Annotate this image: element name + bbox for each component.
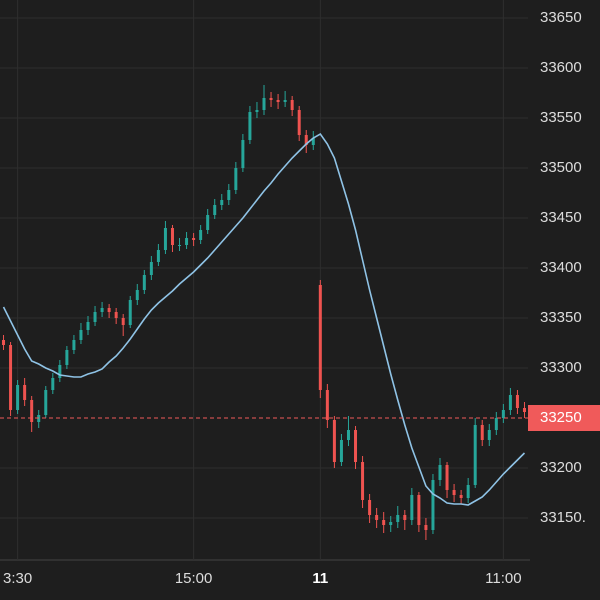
candle-body — [86, 322, 90, 330]
y-tick-label: 33400 — [540, 259, 582, 276]
candle-body — [248, 112, 252, 140]
candle-body — [304, 135, 308, 145]
x-tick-label: 11:00 — [485, 570, 521, 587]
candle-body — [276, 100, 280, 102]
candle-body — [23, 385, 27, 400]
candle-body — [149, 262, 153, 275]
candle-body — [156, 250, 160, 262]
candle-body — [30, 400, 34, 422]
candle-body — [325, 390, 329, 420]
x-tick-label: 15:00 — [175, 570, 213, 587]
candle-body — [452, 490, 456, 495]
candle-body — [51, 378, 55, 390]
y-tick-label: 33150. — [540, 509, 586, 526]
moving-average-line — [2, 132, 526, 506]
candle-body — [382, 520, 386, 525]
candle-body — [163, 228, 167, 250]
candle-body — [501, 410, 505, 418]
candle-body — [100, 308, 104, 312]
candle-body — [255, 110, 259, 112]
candle-body — [227, 190, 231, 200]
candle-body — [438, 465, 442, 480]
y-tick-label: 33200 — [540, 459, 582, 476]
candle-body — [473, 425, 477, 485]
candle-body — [375, 515, 379, 520]
candle-body — [16, 385, 20, 410]
candle-body — [220, 200, 224, 205]
y-tick-label: 33350 — [540, 309, 582, 326]
candle-body — [283, 100, 287, 102]
candle-body — [311, 138, 315, 145]
candle-body — [192, 238, 196, 240]
y-tick-label: 33300 — [540, 359, 582, 376]
candle-body — [213, 205, 217, 215]
candle-body — [297, 110, 301, 135]
candle-body — [170, 228, 174, 245]
candle-body — [72, 340, 76, 350]
candle-body — [135, 290, 139, 300]
candle-body — [332, 420, 336, 462]
candle-body — [206, 215, 210, 230]
y-tick-label: 33550 — [540, 109, 582, 126]
last-price-box — [528, 405, 600, 431]
y-tick-label: 33450 — [540, 209, 582, 226]
x-tick-label: 3:30 — [3, 570, 32, 587]
candle-body — [522, 408, 526, 412]
candle-body — [403, 515, 407, 520]
candle-body — [9, 345, 13, 410]
y-tick-label: 33600 — [540, 59, 582, 76]
candle-body — [128, 300, 132, 325]
x-tick-label: 11 — [312, 570, 328, 587]
candle-body — [241, 140, 245, 168]
candle-body — [121, 318, 125, 325]
candle-body — [445, 465, 449, 490]
candle-body — [346, 430, 350, 440]
candle-body — [185, 238, 189, 245]
candle-body — [339, 440, 343, 462]
candle-body — [2, 340, 6, 345]
candle-body — [466, 485, 470, 498]
candle-body — [459, 495, 463, 498]
candle-body — [480, 425, 484, 440]
y-tick-label: 33650 — [540, 9, 582, 26]
candle-body — [65, 350, 69, 365]
candle-body — [262, 98, 266, 110]
candle-body — [361, 462, 365, 500]
candle-body — [234, 168, 238, 190]
candle-body — [79, 330, 83, 340]
candle-body — [424, 525, 428, 530]
candle-body — [417, 495, 421, 525]
candle-body — [199, 230, 203, 240]
candle-body — [508, 395, 512, 410]
last-price-label: 33250 — [540, 409, 582, 426]
candle-body — [368, 500, 372, 515]
candle-body — [494, 418, 498, 430]
candle-body — [58, 365, 62, 378]
candle-body — [410, 495, 414, 520]
candle-body — [44, 390, 48, 415]
candle-body — [114, 312, 118, 318]
candle-body — [354, 430, 358, 462]
candle-body — [487, 430, 491, 440]
candle-body — [93, 312, 97, 322]
candle-body — [396, 515, 400, 522]
y-tick-label: 33500 — [540, 159, 582, 176]
candle-body — [290, 100, 294, 110]
candle-body — [431, 480, 435, 530]
candle-body — [107, 308, 111, 312]
candle-body — [142, 275, 146, 290]
candle-body — [178, 245, 182, 246]
candle-body — [389, 522, 393, 525]
candle-body — [269, 98, 273, 100]
candle-body — [318, 285, 322, 390]
candle-body — [515, 395, 519, 408]
